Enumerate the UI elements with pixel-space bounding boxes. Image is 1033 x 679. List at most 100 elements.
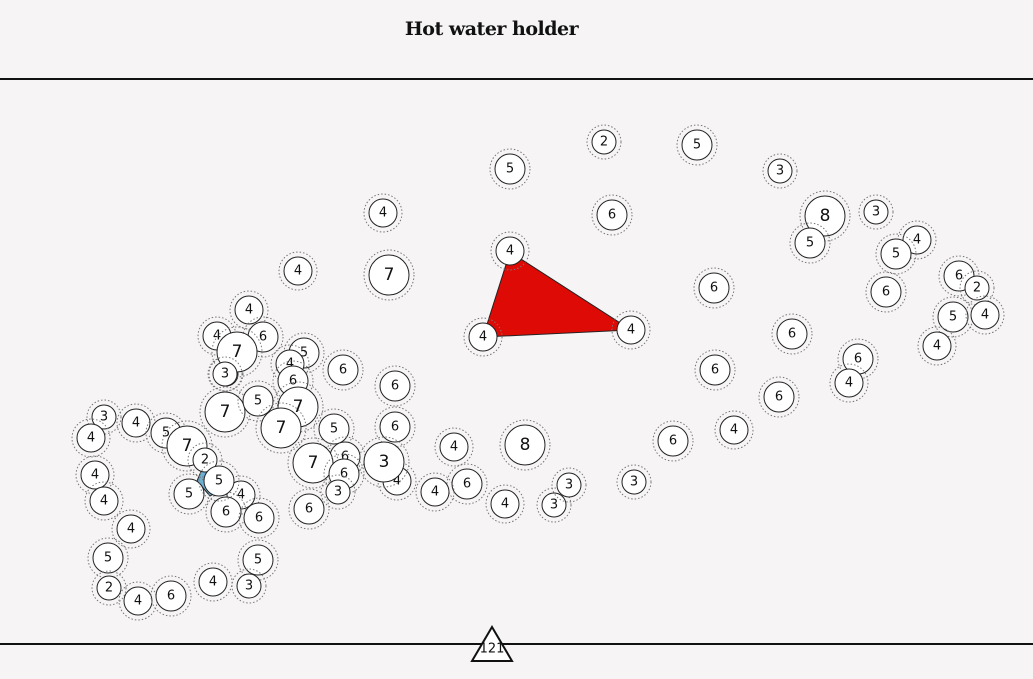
node-circle[interactable] [763,381,795,413]
node-circle[interactable] [970,300,1000,330]
node-circle[interactable] [937,301,969,333]
node-circle[interactable] [293,493,325,525]
node[interactable]: 4 [278,251,318,291]
node[interactable]: 7 [255,402,307,454]
node[interactable]: 4 [714,410,754,450]
node-circle[interactable] [468,322,498,352]
node-circle[interactable] [420,477,450,507]
node[interactable]: 6 [771,313,813,355]
node[interactable]: 4 [611,310,651,350]
node-circle[interactable] [495,236,525,266]
node[interactable]: 3 [207,356,243,392]
node-circle[interactable] [212,361,238,387]
node[interactable]: 6 [758,376,800,418]
node-circle[interactable] [379,370,411,402]
node-circle[interactable] [922,331,952,361]
node-circle[interactable] [198,567,228,597]
node[interactable]: 6 [205,491,247,533]
node-circle[interactable] [96,575,122,601]
node-circle[interactable] [80,460,110,490]
node[interactable]: 4 [116,403,156,443]
node-circle[interactable] [621,469,647,495]
node[interactable]: 2 [91,570,127,606]
node[interactable]: 8 [799,190,851,242]
node[interactable]: 4 [75,455,115,495]
node-circle[interactable] [173,478,205,510]
node[interactable]: 6 [694,349,736,391]
node[interactable]: 3 [231,568,267,604]
node[interactable]: 3 [762,153,798,189]
node[interactable]: 3 [86,399,122,435]
node[interactable]: 4 [229,290,269,330]
node-circle[interactable] [89,486,119,516]
node-circle[interactable] [260,407,302,449]
node[interactable]: 4 [363,193,403,233]
node-circle[interactable] [116,514,146,544]
node-circle[interactable] [368,198,398,228]
node[interactable]: 6 [374,406,416,448]
node[interactable]: 3 [616,464,652,500]
node[interactable]: 5 [489,148,531,190]
node-circle[interactable] [834,368,864,398]
node[interactable]: 4 [415,472,455,512]
node[interactable]: 2 [187,442,223,478]
node[interactable]: 4 [111,509,151,549]
node[interactable]: 6 [693,267,735,309]
node-circle[interactable] [596,199,628,231]
node-circle[interactable] [283,256,313,286]
node-circle[interactable] [616,315,646,345]
node-circle[interactable] [591,129,617,155]
node[interactable]: 4 [485,484,525,524]
node-circle[interactable] [439,432,469,462]
node[interactable]: 4 [965,295,1005,335]
node-circle[interactable] [204,391,246,433]
node-circle[interactable] [657,425,689,457]
node-circle[interactable] [327,354,359,386]
node-circle[interactable] [379,411,411,443]
node[interactable]: 5 [198,460,240,502]
node[interactable]: 3 [358,436,410,488]
node-circle[interactable] [494,153,526,185]
node-circle[interactable] [203,465,235,497]
node[interactable]: 7 [199,386,251,438]
node[interactable]: 6 [374,365,416,407]
node-circle[interactable] [92,542,124,574]
node-circle[interactable] [767,158,793,184]
node[interactable]: 5 [237,380,279,422]
node[interactable]: 6 [322,349,364,391]
node[interactable]: 2 [586,124,622,160]
node-circle[interactable] [902,225,932,255]
node-circle[interactable] [870,276,902,308]
node-circle[interactable] [325,479,351,505]
node-circle[interactable] [155,580,187,612]
node-circle[interactable] [236,573,262,599]
node[interactable]: 8 [499,419,551,471]
node-circle[interactable] [556,472,582,498]
node-circle[interactable] [804,195,846,237]
node-circle[interactable] [292,442,334,484]
node-circle[interactable] [192,447,218,473]
node-circle[interactable] [91,404,117,430]
node[interactable]: 6 [837,338,879,380]
node[interactable]: 4 [829,363,869,403]
node[interactable]: 6 [238,497,280,539]
node[interactable]: 5 [932,296,974,338]
node[interactable]: 6 [591,194,633,236]
node-circle[interactable] [363,441,405,483]
node[interactable]: 5 [237,539,279,581]
node[interactable]: 4 [71,418,111,458]
node[interactable]: 3 [320,474,356,510]
node[interactable]: 4 [463,317,503,357]
node-circle[interactable] [719,415,749,445]
node-circle[interactable] [863,199,889,225]
node-circle[interactable] [698,272,730,304]
node[interactable]: 3 [551,467,587,503]
node-circle[interactable] [76,423,106,453]
node[interactable]: 4 [917,326,957,366]
node[interactable]: 4 [434,427,474,467]
node[interactable]: 2 [959,270,995,306]
node-circle[interactable] [776,318,808,350]
node[interactable]: 5 [313,408,355,450]
node[interactable]: 4 [84,481,124,521]
